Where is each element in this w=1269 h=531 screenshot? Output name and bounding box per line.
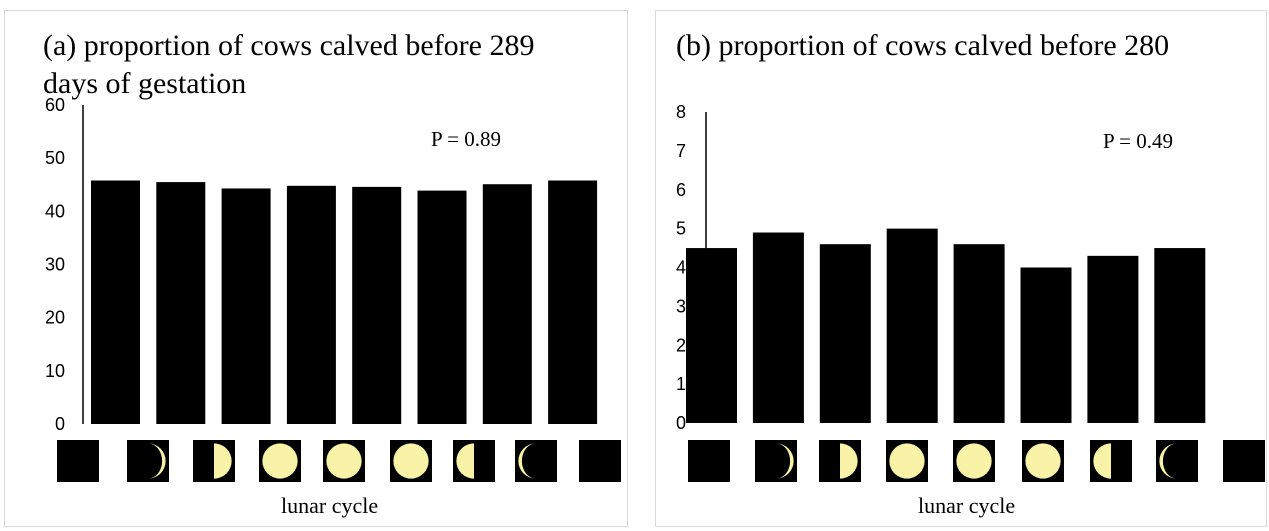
new-moon-icon [1223, 440, 1265, 482]
y-tick-label: 7 [676, 141, 686, 161]
bar [482, 184, 532, 424]
y-tick-label: 20 [45, 308, 65, 328]
y-ticks-b: 0 1 2 3 4 5 6 7 8 [676, 102, 707, 433]
chart-title-a-line1: (a) proportion of cows calved before 289 [43, 29, 534, 62]
y-tick-label: 10 [45, 361, 65, 381]
waning-gibbous-icon [1022, 440, 1064, 482]
new-moon-icon [579, 440, 621, 482]
y-ticks-a: 0 10 20 30 40 50 60 [45, 95, 84, 434]
y-tick-label: 3 [676, 296, 686, 316]
last-quarter-icon [1090, 440, 1132, 482]
bar [1087, 255, 1139, 423]
moon-phase-icons-b [688, 440, 1265, 482]
waxing-crescent-icon [755, 440, 797, 482]
waxing-crescent-icon [127, 440, 169, 482]
y-tick-label: 8 [676, 102, 686, 122]
bar [417, 190, 467, 424]
waxing-gibbous-icon [886, 440, 928, 482]
y-tick-label: 4 [676, 258, 686, 278]
full-moon-icon [953, 440, 995, 482]
x-axis-label-b: lunar cycle [918, 493, 1015, 518]
bars-b [686, 228, 1206, 423]
bars-a [91, 180, 598, 424]
bar [156, 182, 206, 424]
chart-title-a-line2: days of gestation [43, 67, 246, 100]
bar [752, 232, 804, 423]
bar [221, 188, 271, 424]
y-tick-label: 0 [55, 414, 65, 434]
bar [819, 244, 871, 423]
bar [286, 185, 336, 424]
bar [886, 228, 938, 423]
y-tick-label: 5 [676, 219, 686, 239]
y-tick-label: 0 [676, 413, 686, 433]
bar [548, 180, 598, 424]
new-moon-icon [57, 440, 99, 482]
p-value-b: P = 0.49 [1103, 129, 1173, 153]
bar [1020, 267, 1072, 423]
bar [686, 248, 737, 423]
full-moon-icon [323, 440, 365, 482]
bar-chart-b: (b) proportion of cows calved before 280… [676, 29, 1265, 518]
bar [352, 186, 402, 424]
first-quarter-icon [819, 440, 861, 482]
waning-gibbous-icon [390, 440, 432, 482]
y-tick-label: 50 [45, 148, 65, 168]
waning-crescent-icon [515, 440, 557, 482]
bar [91, 180, 140, 424]
first-quarter-icon [193, 440, 235, 482]
waning-crescent-icon [1156, 440, 1198, 482]
y-tick-label: 40 [45, 201, 65, 221]
y-tick-label: 30 [45, 255, 65, 275]
bar [1154, 248, 1206, 423]
y-tick-label: 2 [676, 335, 686, 355]
chart-panel-a: (a) proportion of cows calved before 289… [4, 10, 628, 527]
last-quarter-icon [453, 440, 495, 482]
chart-title-b: (b) proportion of cows calved before 280 [676, 29, 1169, 62]
bar [953, 244, 1005, 423]
y-tick-label: 1 [676, 374, 686, 394]
moon-phase-icons-a [57, 440, 621, 482]
x-axis-label-a: lunar cycle [281, 493, 378, 518]
y-tick-label: 60 [45, 95, 65, 115]
p-value-a: P = 0.89 [431, 127, 501, 151]
y-tick-label: 6 [676, 180, 686, 200]
chart-panel-b: (b) proportion of cows calved before 280… [655, 10, 1267, 527]
bar-chart-a: (a) proportion of cows calved before 289… [43, 29, 621, 518]
waxing-gibbous-icon [259, 440, 301, 482]
new-moon-icon [688, 440, 730, 482]
